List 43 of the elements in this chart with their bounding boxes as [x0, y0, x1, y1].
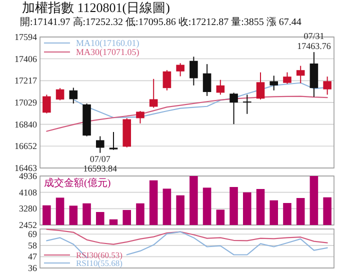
y-axis-title: 成交金額(億元) [44, 177, 111, 189]
y-tick-label: 16463 [14, 163, 38, 173]
candlestick [56, 88, 64, 101]
y-tick-label: 17029 [14, 97, 38, 108]
y-tick-label: 36 [28, 263, 38, 272]
candlestick [323, 76, 332, 96]
candlestick [283, 72, 292, 84]
y-tick-label: 47 [28, 252, 38, 262]
candlestick [136, 110, 144, 124]
candlestick [296, 65, 305, 84]
candlestick [216, 79, 225, 96]
y-tick-label: 16652 [14, 141, 37, 152]
chart-subtitle: 開:17141.97 高:17252.32 低:17095.86 收:17212.87 量:3855 漲 67.44 [20, 16, 302, 28]
line-series [46, 228, 328, 245]
y-tick-label: 4108 [19, 187, 38, 198]
y-tick-label: 2452 [19, 220, 37, 230]
y-tick-label: 3280 [19, 204, 38, 214]
y-tick-label: 4936 [19, 171, 38, 181]
candlestick [230, 92, 238, 125]
y-tick-label: 17594 [14, 32, 38, 42]
annotation: 07/07 16593.84 [83, 154, 118, 174]
candlestick [149, 78, 158, 108]
candlestick [162, 70, 172, 91]
legend-label: RSI10(55.68) [76, 258, 123, 268]
legend-label: MA30(17071.05) [76, 47, 140, 57]
chart-title: 加權指數 1120801(日線圖) [22, 0, 170, 15]
y-tick-label: 58 [28, 240, 38, 250]
candlestick [176, 62, 184, 77]
y-tick-label: 69 [28, 229, 38, 240]
candlestick [69, 87, 78, 104]
y-tick-label: 17217 [14, 76, 38, 86]
candlestick [202, 64, 212, 96]
legend-label: MA10(17160.01) [76, 38, 140, 48]
candlestick [270, 75, 278, 91]
candlestick [190, 56, 198, 86]
candlestick [42, 94, 51, 114]
candlestick [242, 94, 252, 114]
candlestick [109, 131, 118, 150]
candlestick [256, 72, 265, 100]
candlestick [96, 136, 104, 154]
y-tick-label: 17406 [14, 54, 38, 64]
y-tick-label: 16840 [14, 119, 38, 130]
annotation: 07/31 17463.76 [297, 31, 332, 52]
